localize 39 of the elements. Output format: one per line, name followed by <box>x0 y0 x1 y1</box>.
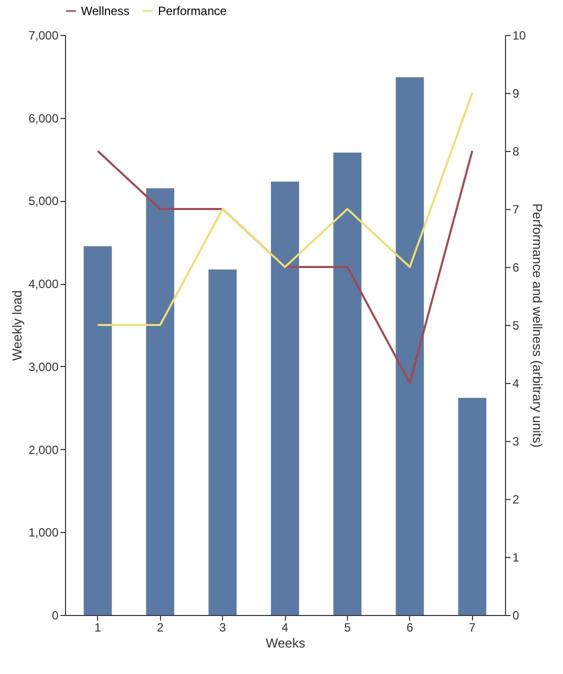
x-tick-label: 5 <box>344 620 352 634</box>
y2-tick-label: 7 <box>512 202 520 216</box>
bar <box>146 188 174 615</box>
line-series <box>96 92 474 326</box>
x-tick-label: 7 <box>468 620 476 634</box>
bar <box>333 152 362 615</box>
legend-label: Performance <box>158 4 228 18</box>
y2-tick-label: 4 <box>512 376 520 390</box>
y2-tick-label: 1 <box>512 550 520 564</box>
y-tick-label: 1,000 <box>28 526 59 540</box>
x-tick-label: 6 <box>406 620 414 634</box>
y2-tick-label: 0 <box>512 608 520 622</box>
bar <box>396 77 424 615</box>
bar <box>458 398 486 615</box>
y2-tick-label: 9 <box>512 86 520 100</box>
y-tick-label: 6,000 <box>28 111 59 126</box>
bar <box>270 182 300 615</box>
y-tick-label: 5,000 <box>28 194 59 208</box>
x-tick-label: 3 <box>219 620 226 634</box>
bar <box>84 246 112 615</box>
y2-tick-label: 2 <box>512 492 520 506</box>
y2-tick-label: 8 <box>512 144 520 158</box>
x-tick-label: 1 <box>94 620 102 634</box>
legend-label: Wellness <box>81 4 130 18</box>
y2-tick-label: 5 <box>512 318 520 332</box>
y-axis-title: Weekly load <box>9 290 24 361</box>
y-tick-label: 3,000 <box>28 360 59 374</box>
y-tick-label: 0 <box>52 608 59 622</box>
x-tick-label: 4 <box>282 620 289 634</box>
y-tick-label: 2,000 <box>28 442 59 457</box>
y2-tick-label: 3 <box>512 434 520 448</box>
y-tick-label: 4,000 <box>28 277 59 292</box>
y2-tick-label: 10 <box>512 28 526 42</box>
y2-tick-label: 6 <box>512 260 520 274</box>
x-axis-title: Weeks <box>266 636 306 650</box>
bar <box>208 269 237 615</box>
y-tick-label: 7,000 <box>28 28 59 42</box>
x-tick-label: 2 <box>156 620 164 634</box>
y2-axis-title: Performance and wellness (arbitrary units) <box>530 203 545 448</box>
